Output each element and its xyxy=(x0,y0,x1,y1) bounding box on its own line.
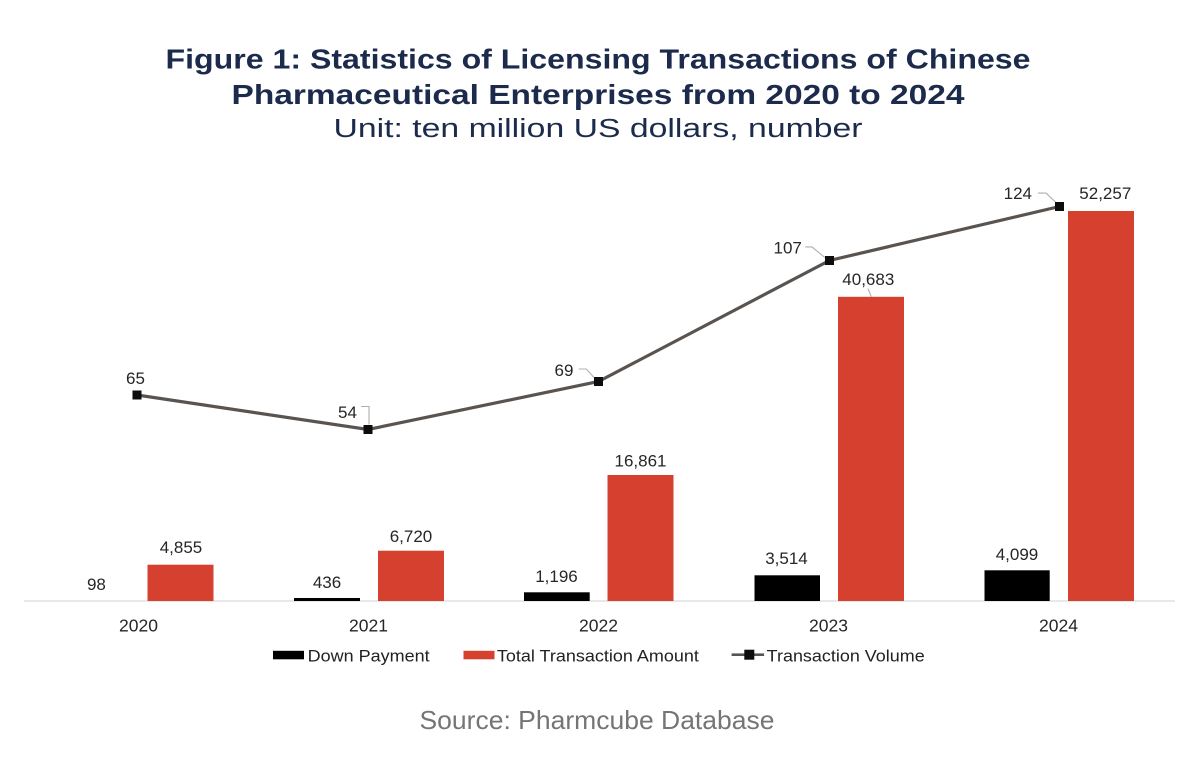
svg-text:4,855: 4,855 xyxy=(160,538,203,557)
svg-text:Total Transaction Amount: Total Transaction Amount xyxy=(497,646,699,665)
svg-text:6,720: 6,720 xyxy=(390,527,433,546)
svg-text:3,514: 3,514 xyxy=(765,549,808,568)
svg-text:Pharmaceutical Enterprises fro: Pharmaceutical Enterprises from 2020 to … xyxy=(232,79,966,110)
svg-text:2023: 2023 xyxy=(809,616,848,636)
svg-text:2021: 2021 xyxy=(349,616,388,636)
svg-text:Transaction Volume: Transaction Volume xyxy=(767,646,925,665)
svg-text:Source: Pharmcube Database: Source: Pharmcube Database xyxy=(420,705,775,735)
svg-text:1,196: 1,196 xyxy=(535,567,578,586)
svg-text:2024: 2024 xyxy=(1039,616,1078,636)
svg-text:54: 54 xyxy=(338,403,357,422)
svg-text:107: 107 xyxy=(774,238,802,257)
svg-text:98: 98 xyxy=(87,575,106,594)
svg-text:2020: 2020 xyxy=(119,616,158,636)
svg-text:52,257: 52,257 xyxy=(1079,184,1131,203)
svg-text:65: 65 xyxy=(126,369,145,388)
svg-text:40,683: 40,683 xyxy=(842,270,894,289)
svg-text:124: 124 xyxy=(1004,184,1032,203)
svg-text:69: 69 xyxy=(555,361,574,380)
svg-text:Unit: ten million US dollars,: Unit: ten million US dollars, number xyxy=(334,115,864,143)
svg-text:4,099: 4,099 xyxy=(996,545,1039,564)
svg-text:Down Payment: Down Payment xyxy=(308,646,430,665)
svg-text:Figure 1: Statistics of Licens: Figure 1: Statistics of Licensing Transa… xyxy=(166,44,1031,75)
svg-text:436: 436 xyxy=(313,573,341,592)
svg-text:2022: 2022 xyxy=(579,616,618,636)
svg-text:16,861: 16,861 xyxy=(615,452,667,471)
